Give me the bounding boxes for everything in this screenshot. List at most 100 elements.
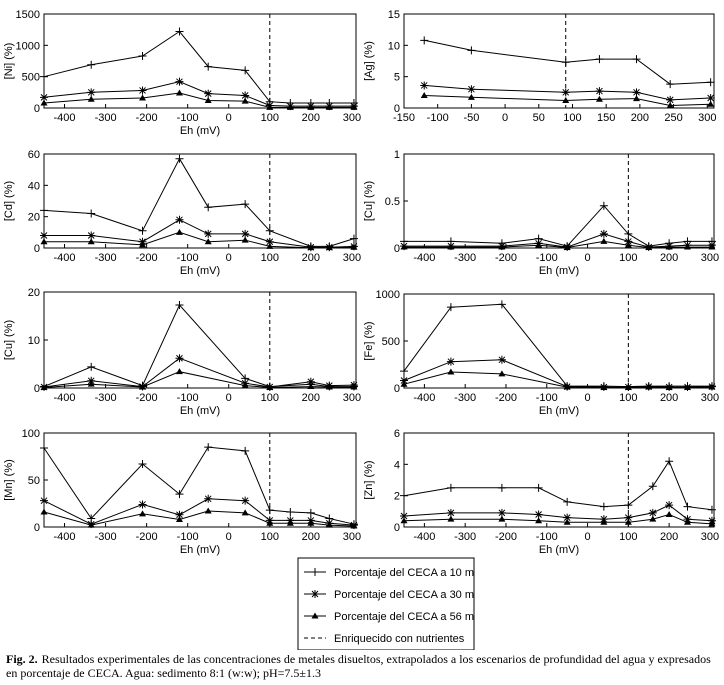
- x-axis-label: Eh (mV): [539, 544, 579, 556]
- x-tick-label: 100: [261, 392, 279, 404]
- data-point-30m: [241, 91, 250, 100]
- y-axis-label: [Mn] (%): [3, 459, 15, 501]
- data-point-10m: [467, 46, 476, 55]
- data-point-56m: [325, 103, 333, 110]
- data-point-56m: [645, 244, 653, 251]
- data-point-56m: [633, 95, 640, 102]
- data-point-56m: [204, 96, 212, 103]
- caption-label: Fig. 2.: [6, 652, 38, 666]
- x-axis-label: Eh (mV): [180, 265, 220, 277]
- data-point-56m: [708, 243, 716, 250]
- x-tick-label: -100: [177, 112, 199, 124]
- x-tick-label: -300: [454, 252, 476, 264]
- y-tick-label: 40: [28, 180, 40, 192]
- x-tick-label: 100: [619, 252, 637, 264]
- data-point-56m: [400, 380, 408, 387]
- data-point-30m: [420, 81, 429, 90]
- x-tick-label: -200: [136, 112, 158, 124]
- data-point-56m: [624, 518, 632, 525]
- x-tick-label: -200: [136, 252, 158, 264]
- legend-marker-10m: [311, 568, 319, 576]
- data-point-30m: [648, 508, 657, 517]
- data-point-56m: [241, 236, 249, 243]
- data-point-10m: [665, 457, 674, 466]
- y-tick-label: 60: [28, 149, 40, 161]
- data-point-30m: [624, 513, 633, 522]
- caption-text: Resultados experimentales de las concent…: [6, 652, 711, 680]
- data-point-56m: [645, 383, 653, 390]
- data-point-10m: [400, 367, 408, 376]
- y-axis-label: [Fe] (%): [363, 321, 375, 360]
- y-tick-label: 0: [34, 522, 40, 534]
- x-tick-label: 200: [660, 392, 678, 404]
- data-point-56m: [665, 510, 673, 517]
- data-point-10m: [87, 60, 96, 69]
- data-point-10m: [286, 507, 295, 516]
- data-point-56m: [350, 243, 358, 250]
- x-tick-label: 200: [631, 112, 649, 124]
- data-point-10m: [265, 226, 274, 235]
- series-line-56m: [403, 371, 713, 388]
- data-point-56m: [649, 515, 657, 522]
- x-tick-label: -100: [177, 531, 199, 543]
- data-point-10m: [497, 483, 506, 492]
- data-point-56m: [139, 510, 147, 517]
- x-tick-label: -100: [536, 392, 558, 404]
- y-tick-label: 4: [394, 459, 400, 471]
- data-point-56m: [600, 518, 608, 525]
- x-tick-label: 0: [502, 112, 508, 124]
- x-tick-label: -400: [413, 252, 435, 264]
- data-point-10m: [87, 209, 96, 218]
- x-tick-label: 0: [226, 392, 232, 404]
- data-point-56m: [286, 103, 294, 110]
- data-point-56m: [562, 96, 570, 103]
- data-point-56m: [87, 238, 95, 245]
- y-axis-label: [Cu] (%): [3, 320, 15, 360]
- legend-label-10m: Porcentaje del CECA a 10 m: [334, 567, 474, 579]
- y-tick-label: 2: [394, 491, 400, 503]
- plot-frame: [43, 153, 357, 249]
- x-tick-label: 300: [701, 252, 719, 264]
- y-tick-label: 100: [22, 428, 40, 440]
- x-tick-label: 300: [343, 531, 361, 543]
- data-point-56m: [420, 91, 428, 98]
- figure-caption: Fig. 2. Resultados experimentales de las …: [6, 652, 720, 680]
- data-point-56m: [595, 95, 603, 102]
- data-point-30m: [40, 93, 48, 102]
- data-point-56m: [307, 519, 315, 526]
- data-point-30m: [265, 237, 274, 246]
- y-tick-label: 1: [394, 149, 400, 161]
- data-point-56m: [447, 368, 455, 375]
- data-point-56m: [498, 515, 506, 522]
- y-tick-label: 0.5: [385, 196, 400, 208]
- data-point-56m: [139, 94, 147, 101]
- y-tick-label: 0: [394, 522, 400, 534]
- x-tick-label: 100: [619, 531, 637, 543]
- data-point-30m: [87, 88, 96, 97]
- data-point-30m: [446, 357, 455, 366]
- x-tick-label: -50: [463, 112, 479, 124]
- legend-label-56m: Porcentaje del CECA a 56 m: [334, 611, 474, 623]
- data-point-30m: [624, 237, 633, 246]
- data-point-30m: [175, 354, 184, 363]
- y-axis-label: [Ni] (%): [3, 43, 15, 80]
- legend-box: [297, 557, 475, 650]
- x-tick-label: 0: [584, 531, 590, 543]
- data-point-10m: [175, 154, 184, 163]
- x-tick-label: -400: [54, 252, 76, 264]
- series-line-30m: [43, 498, 354, 526]
- data-point-56m: [400, 243, 408, 250]
- x-tick-label: 300: [343, 252, 361, 264]
- data-point-10m: [561, 58, 570, 67]
- y-tick-label: 1000: [16, 40, 40, 52]
- data-point-56m: [204, 238, 212, 245]
- data-point-56m: [241, 97, 249, 104]
- data-point-10m: [40, 72, 48, 81]
- plot-frame: [403, 13, 715, 109]
- data-point-56m: [286, 519, 294, 526]
- data-point-10m: [175, 490, 184, 499]
- y-tick-label: 20: [28, 212, 40, 224]
- data-point-56m: [266, 384, 274, 391]
- data-point-10m: [632, 55, 641, 64]
- x-tick-label: -200: [136, 531, 158, 543]
